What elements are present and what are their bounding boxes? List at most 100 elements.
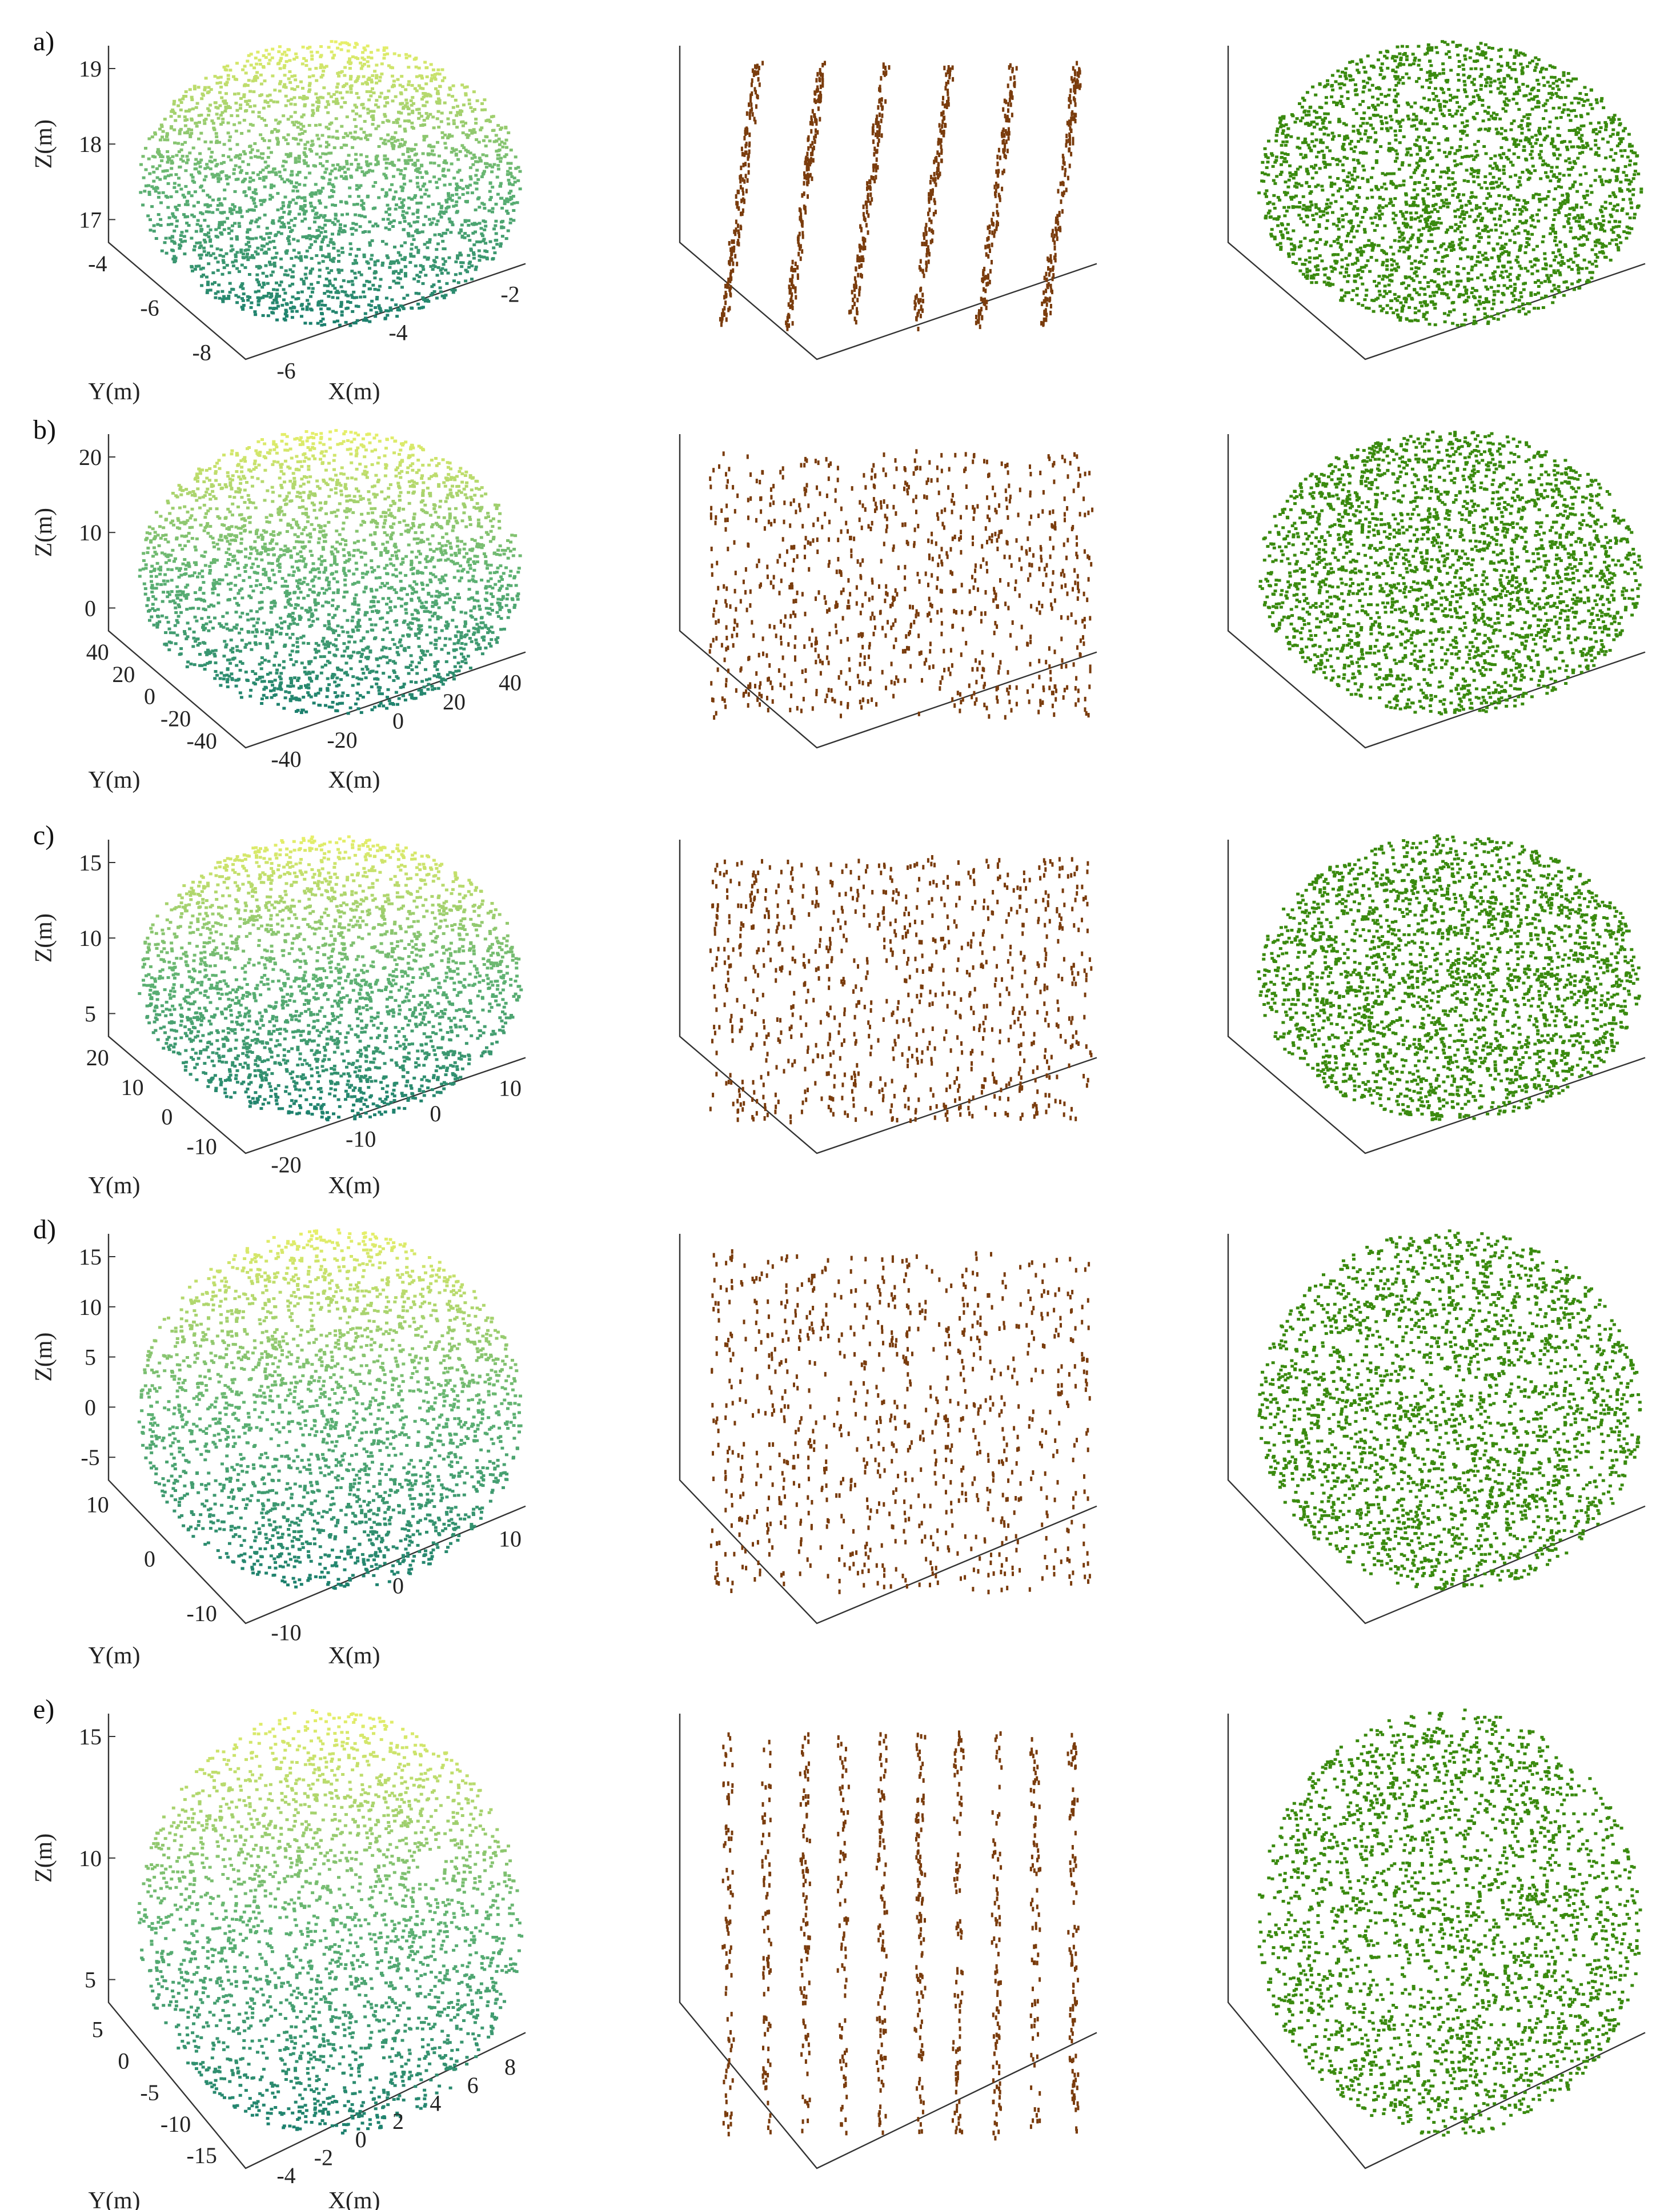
point (1506, 212, 1510, 215)
point (199, 253, 203, 256)
point (1540, 296, 1544, 300)
point (179, 101, 183, 104)
point (436, 68, 440, 71)
point (1567, 217, 1571, 220)
point (332, 100, 336, 103)
point (1389, 126, 1393, 130)
point (1581, 216, 1585, 219)
point (499, 182, 503, 185)
point (366, 164, 370, 167)
point (1396, 65, 1400, 69)
point (409, 252, 413, 256)
point (334, 40, 338, 43)
point (1056, 236, 1058, 241)
point (872, 123, 875, 129)
point (384, 242, 388, 246)
point (1497, 169, 1501, 172)
point (418, 74, 422, 78)
point (819, 117, 821, 122)
point (411, 110, 415, 113)
point (465, 200, 469, 204)
point (919, 259, 922, 264)
point (1502, 186, 1506, 189)
point (1437, 187, 1441, 191)
point (209, 167, 212, 171)
point (1517, 299, 1521, 302)
point (260, 286, 264, 289)
point (282, 66, 286, 70)
point (1280, 151, 1284, 155)
point (1563, 96, 1567, 99)
point (1507, 254, 1511, 257)
point (749, 94, 752, 99)
point (1484, 285, 1488, 288)
point (222, 143, 226, 146)
point (431, 149, 434, 153)
point (1553, 271, 1557, 275)
point (794, 286, 797, 291)
point (996, 161, 999, 166)
point (1433, 208, 1437, 211)
point (745, 142, 748, 147)
point (160, 125, 164, 128)
point (1409, 175, 1413, 179)
point (430, 285, 434, 288)
point (1378, 293, 1382, 296)
point (230, 237, 234, 240)
point (1353, 170, 1357, 173)
point (340, 246, 344, 250)
point (1323, 273, 1327, 276)
point (223, 99, 227, 103)
point (335, 90, 339, 94)
point (414, 230, 418, 233)
point (1581, 225, 1585, 228)
point (168, 236, 172, 240)
point (398, 83, 402, 87)
point (235, 210, 239, 214)
point (344, 177, 348, 181)
point (220, 272, 224, 276)
point (803, 171, 805, 176)
point (232, 208, 236, 211)
point (925, 260, 928, 266)
point (1490, 47, 1494, 50)
point (187, 191, 191, 195)
point (1341, 218, 1345, 222)
point (1302, 99, 1306, 102)
point (1398, 230, 1402, 234)
point (1503, 129, 1507, 133)
point (1506, 187, 1510, 191)
point (928, 192, 931, 197)
point (1319, 138, 1323, 142)
point (423, 299, 427, 303)
point (1298, 146, 1302, 150)
point (1554, 236, 1558, 239)
point (1374, 212, 1378, 216)
point (1519, 267, 1523, 270)
point (470, 129, 474, 133)
point (1049, 254, 1052, 259)
point (429, 153, 433, 156)
point (280, 207, 284, 210)
point (1412, 62, 1416, 66)
point (447, 135, 451, 138)
point (235, 237, 239, 240)
point (495, 150, 499, 153)
point (154, 190, 158, 193)
point (254, 313, 258, 316)
point (1002, 148, 1005, 153)
y-axis-label: Y(m) (89, 379, 141, 405)
point (992, 222, 995, 227)
point (264, 56, 268, 59)
point (1439, 222, 1443, 225)
point (1064, 167, 1067, 173)
point (351, 310, 355, 313)
point (761, 61, 764, 66)
point (1070, 151, 1073, 157)
point (221, 118, 225, 121)
point (185, 222, 189, 224)
point (303, 217, 307, 220)
point (1071, 116, 1074, 121)
point (368, 162, 372, 166)
point (179, 148, 183, 151)
